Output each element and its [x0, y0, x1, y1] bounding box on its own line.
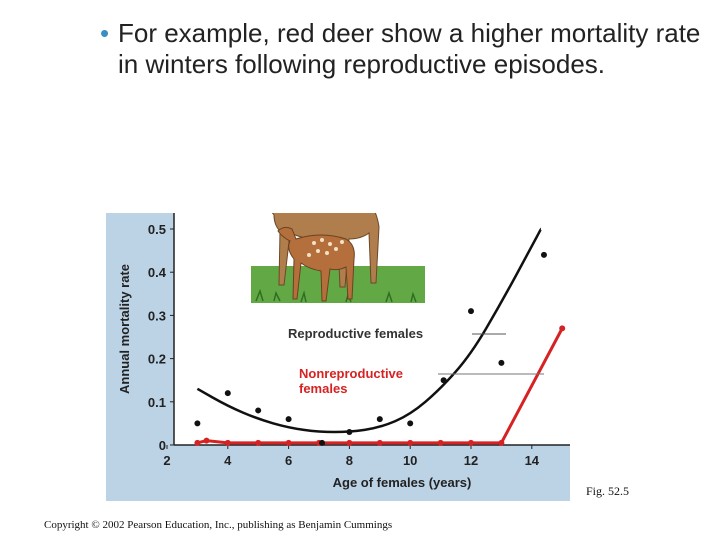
reproductive-point: [285, 416, 292, 423]
nonreproductive-label: Nonreproductive females: [299, 366, 403, 396]
copyright-text: Copyright © 2002 Pearson Education, Inc.…: [44, 519, 393, 531]
reproductive-point: [498, 359, 505, 366]
deer-illustration: [251, 213, 425, 303]
reproductive-point: [194, 420, 201, 427]
x-tick-label: 2: [163, 453, 170, 468]
nonreproductive-point: [203, 437, 210, 444]
nonreproductive-label-line: Nonreproductive: [299, 366, 403, 381]
nonreproductive-point: [285, 439, 292, 446]
y-tick-label: 0.1: [148, 395, 166, 410]
x-tick-label: 4: [224, 453, 232, 468]
nonreproductive-point: [224, 439, 231, 446]
axes: 0 0.1 0.2 0.3 0.4 0.5 2 4 6 8 10 12 14: [148, 213, 570, 468]
y-axis-label: Annual mortality rate: [117, 264, 132, 394]
reproductive-point: [224, 390, 231, 397]
mortality-chart: 0 0.1 0.2 0.3 0.4 0.5 2 4 6 8 10 12 14 Annual mortal…: [117, 213, 570, 490]
nonreproductive-point: [468, 439, 474, 446]
reproductive-point: [468, 308, 474, 315]
grass-patch: [251, 266, 425, 303]
x-tick-label: 10: [403, 453, 417, 468]
x-tick-label: 12: [464, 453, 478, 468]
reproductive-point: [540, 251, 547, 258]
figure-label: Fig. 52.5: [586, 484, 630, 498]
reproductive-point: [407, 420, 414, 427]
nonreproductive-point: [194, 439, 201, 446]
y-tick-label: 0.4: [148, 265, 167, 280]
reproductive-point: [346, 429, 353, 436]
nonreproductive-point: [255, 439, 262, 446]
reproductive-point: [319, 439, 326, 446]
nonreproductive-label-line: females: [299, 381, 347, 396]
y-tick-label: 0.5: [148, 222, 166, 237]
chart-panel: 0 0.1 0.2 0.3 0.4 0.5 2 4 6 8 10 12 14 Annual mortal…: [106, 213, 570, 501]
nonreproductive-point: [559, 325, 566, 332]
nonreproductive-point: [498, 439, 505, 446]
reproductive-trend-curve: [196, 228, 543, 434]
x-tick-label: 6: [285, 453, 292, 468]
y-tick-label: 0: [159, 438, 166, 453]
y-tick-label: 0.3: [148, 308, 166, 323]
reproductive-point: [376, 416, 383, 423]
reproductive-point: [440, 377, 447, 384]
nonreproductive-point: [346, 439, 353, 446]
y-tick-label: 0.2: [148, 352, 166, 367]
x-tick-label: 8: [346, 453, 353, 468]
series-layer: [194, 228, 566, 446]
reproductive-point: [255, 407, 262, 414]
bullet-marker: •: [100, 18, 110, 48]
nonreproductive-point: [407, 439, 414, 446]
slide-text: For example, red deer show a higher mort…: [118, 18, 701, 79]
x-tick-label: 14: [525, 453, 540, 468]
reproductive-label: Reproductive females: [288, 326, 423, 341]
nonreproductive-point: [376, 439, 383, 446]
slide-bullet: • For example, red deer show a higher mo…: [100, 18, 710, 80]
nonreproductive-point: [437, 439, 444, 446]
x-axis-label: Age of females (years): [333, 475, 472, 490]
